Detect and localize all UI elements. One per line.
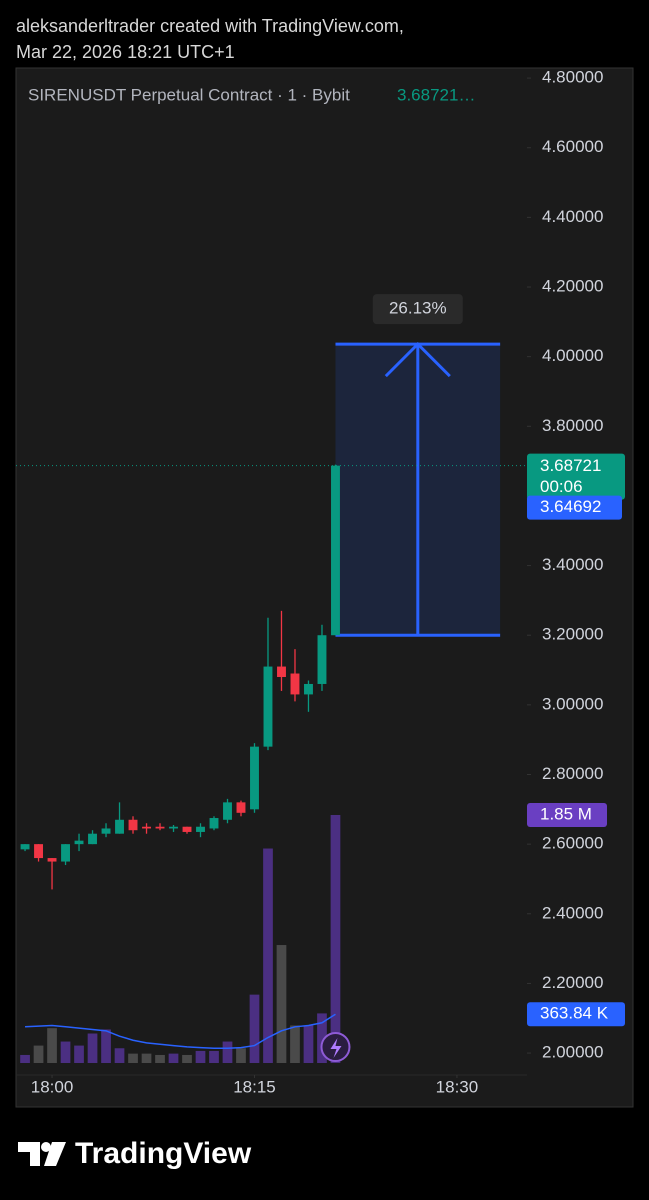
y-tick-label: 4.00000 — [542, 346, 603, 365]
volume-bar — [20, 1054, 30, 1063]
volume-bar — [263, 848, 273, 1063]
volume-bar — [101, 1029, 111, 1063]
logo-mark — [44, 1142, 66, 1166]
y-tick-label: 3.40000 — [542, 555, 603, 574]
y-tick-label: 3.20000 — [542, 625, 603, 644]
volume-tag-label: 1.85 M — [540, 804, 592, 823]
logo: TradingView — [18, 1137, 252, 1170]
candle-body — [331, 465, 340, 636]
candle-body — [88, 833, 97, 845]
volume-ma-tag-label: 363.84 K — [540, 1004, 609, 1023]
candle-body — [169, 826, 178, 829]
candle-body — [115, 819, 124, 834]
volume-tag — [527, 803, 607, 827]
timestamp: Mar 22, 2026 18:21 UTC+1 — [16, 42, 235, 62]
candle-body — [61, 844, 70, 862]
volume-bar — [60, 1041, 71, 1063]
volume-bar — [114, 1048, 125, 1063]
candle-body — [317, 635, 327, 684]
y-tick-label: 4.40000 — [542, 207, 603, 226]
logo-dot — [41, 1142, 51, 1152]
volume-bar — [330, 815, 341, 1063]
x-tick-label: 18:00 — [31, 1077, 74, 1096]
volume-bar — [155, 1054, 165, 1063]
plot: 2.00000 2.20000 2.40000 2.60000 2.80000 3.000… — [16, 68, 625, 1096]
measure-label-bg — [372, 294, 463, 325]
candle-body — [47, 858, 57, 862]
y-tick-label: 4.80000 — [542, 68, 603, 87]
y-tick-label: 2.00000 — [542, 1043, 603, 1062]
candle-body — [128, 819, 138, 831]
last-price-tag — [527, 453, 625, 500]
y-tick-label: 3.00000 — [542, 694, 603, 713]
symbol-price: 3.68721… — [397, 85, 475, 104]
y-tick-label: 2.40000 — [542, 903, 603, 922]
y-tick-label: 2.20000 — [542, 973, 603, 992]
volume-bar — [290, 1025, 300, 1063]
candle-body — [290, 673, 300, 695]
volume-bar — [222, 1041, 233, 1063]
chart-panel — [15, 67, 634, 1108]
volume-bar — [249, 994, 260, 1063]
measure-label: 26.13% — [389, 299, 447, 318]
y-tick-label: 3.80000 — [542, 416, 603, 435]
candle-body — [196, 826, 205, 832]
candle-body — [250, 746, 259, 810]
candle-body — [142, 826, 151, 829]
candle-body — [101, 828, 111, 834]
mark-price-label: 3.64692 — [540, 497, 601, 516]
volume-bar — [209, 1050, 219, 1063]
volume-ma-line — [25, 1013, 336, 1049]
candle-body — [304, 683, 313, 695]
candle-body — [277, 666, 286, 678]
volume-bar — [303, 1025, 314, 1063]
mark-price-tag — [527, 495, 622, 520]
countdown-label: 00:06 — [540, 477, 583, 496]
candle-body — [223, 802, 232, 820]
volume-bar — [141, 1053, 152, 1063]
volume-bar — [317, 1013, 327, 1063]
volume-bar — [87, 1033, 98, 1063]
candle-body — [209, 818, 219, 829]
volume-bar — [236, 1048, 246, 1063]
candle-body — [155, 826, 165, 829]
volume-bar — [182, 1054, 192, 1063]
y-tick-label: 4.60000 — [542, 137, 603, 156]
volume-bar — [276, 945, 287, 1063]
volume-bar — [47, 1028, 57, 1063]
volume-bar — [128, 1053, 138, 1063]
candle-body — [34, 844, 43, 859]
volume-bar — [33, 1045, 44, 1063]
measure-arrowhead — [384, 342, 451, 378]
attribution: aleksanderltrader created with TradingVi… — [16, 16, 404, 36]
candle-body — [263, 666, 273, 747]
candle-body — [20, 844, 30, 850]
candle-body — [182, 826, 192, 832]
logo-mark — [18, 1142, 40, 1166]
y-tick-label: 2.60000 — [542, 834, 603, 853]
volume-bar — [195, 1050, 206, 1063]
alert-bolt — [330, 1038, 342, 1058]
x-tick-label: 18:15 — [233, 1077, 276, 1096]
volume-bar — [168, 1053, 179, 1063]
symbol-legend: SIRENUSDT Perpetual Contract · 1 · Bybit — [28, 85, 350, 104]
candle-body — [236, 802, 246, 813]
candle-body — [74, 840, 84, 845]
y-tick-label: 2.80000 — [542, 764, 603, 783]
y-tick-label: 4.20000 — [542, 277, 603, 296]
volume-ma-tag — [527, 1002, 625, 1027]
volume-bar — [74, 1045, 84, 1063]
last-price-label: 3.68721 — [540, 456, 601, 475]
x-tick-label: 18:30 — [436, 1077, 479, 1096]
brand: TradingView — [75, 1137, 252, 1170]
